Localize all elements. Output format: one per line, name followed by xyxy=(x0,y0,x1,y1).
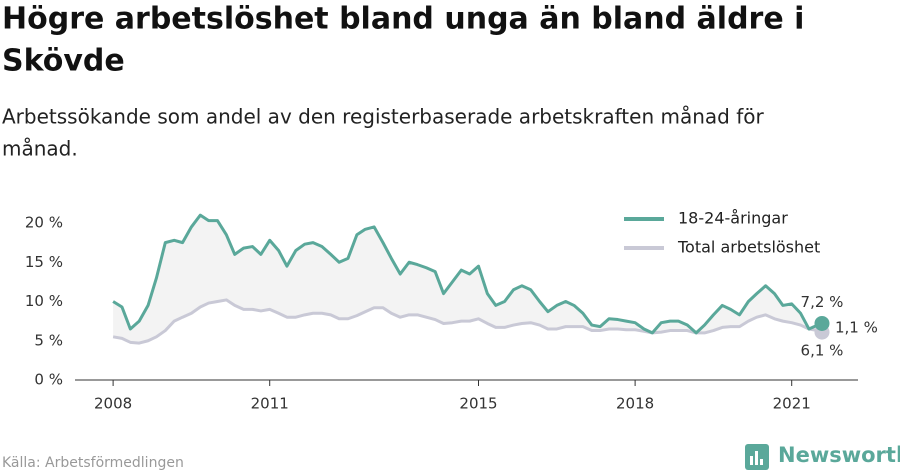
end-label: 7,2 % xyxy=(801,293,844,311)
end-label: 6,1 % xyxy=(801,342,844,360)
source: Källa: Arbetsförmedlingen xyxy=(2,455,184,471)
x-tick-label: 2015 xyxy=(459,395,497,413)
end-dot xyxy=(814,315,830,331)
chart-title: Högre arbetslöshet bland unga än bland ä… xyxy=(2,2,804,37)
x-tick-label: 2018 xyxy=(616,395,654,413)
gap-label: 1,1 % xyxy=(835,318,878,336)
y-tick-label: 0 % xyxy=(34,371,63,389)
chart-subtitle: Arbetssökande som andel av den registerb… xyxy=(2,105,764,129)
series-line xyxy=(112,213,823,335)
y-tick-label: 10 % xyxy=(25,292,63,310)
y-tick-label: 15 % xyxy=(25,253,63,271)
x-tick-label: 2008 xyxy=(94,395,132,413)
gap-area xyxy=(113,215,822,344)
y-tick-label: 5 % xyxy=(34,331,63,349)
legend-box xyxy=(615,206,860,266)
legend-label: Total arbetslöshet xyxy=(677,238,820,257)
brand: Newsworthy xyxy=(778,443,900,467)
chart-subtitle: månad. xyxy=(2,137,78,161)
chart-title: Skövde xyxy=(2,44,125,79)
brand-logo xyxy=(745,444,769,470)
legend-label: 18-24-åringar xyxy=(678,209,788,228)
x-tick-label: 2021 xyxy=(773,395,811,413)
series-line xyxy=(112,298,823,345)
y-tick-label: 20 % xyxy=(25,214,63,232)
x-tick-label: 2011 xyxy=(251,395,289,413)
